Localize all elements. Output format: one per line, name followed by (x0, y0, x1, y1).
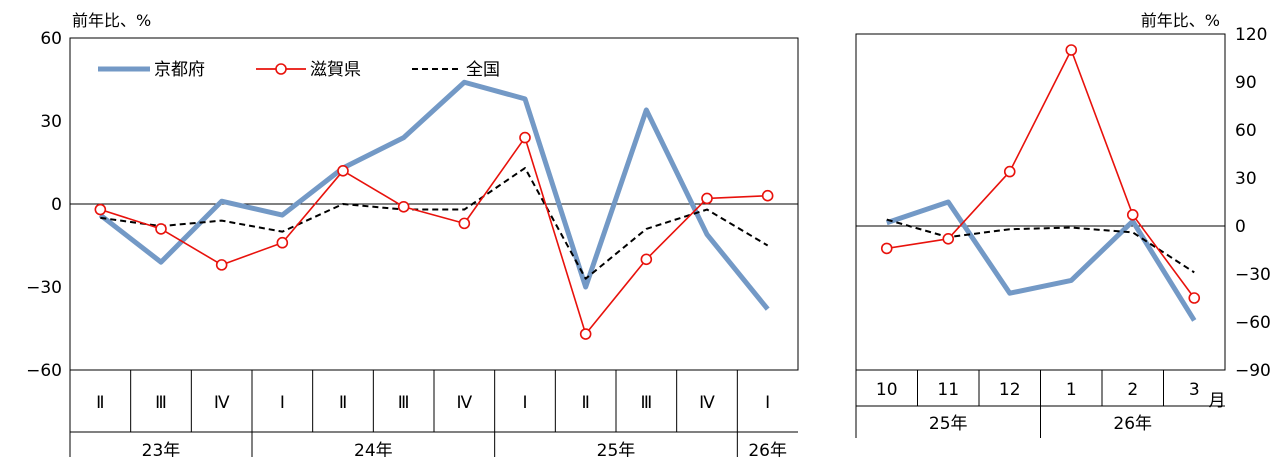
right-unit-label: 前年比、% (1141, 11, 1220, 30)
left-series-1-point (579, 328, 592, 340)
left-xtick-label: Ⅱ (339, 393, 347, 413)
right-xtick-label: 11 (937, 380, 959, 400)
left-series-1-point (519, 131, 531, 144)
legend: 京都府 滋賀県 全国 (98, 60, 500, 80)
right-ytick-label: 120 (1235, 25, 1267, 45)
right-year-label: 26年 (1113, 414, 1152, 434)
legend-label-kyoto: 京都府 (154, 60, 205, 80)
left-year-label: 25年 (597, 441, 636, 457)
left-xtick-label: Ⅳ (699, 393, 715, 413)
left-year-label: 23年 (142, 441, 181, 457)
right-ytick-label: −90 (1235, 361, 1271, 381)
left-xtick-label: Ⅰ (522, 393, 527, 413)
right-series-1-point (942, 233, 955, 245)
left-ytick-label: 0 (51, 195, 62, 215)
left-series-1-point (458, 217, 471, 230)
left-series-1-point (761, 189, 774, 202)
legend-label-zenkoku: 全国 (466, 60, 500, 80)
left-xtick-label: Ⅲ (640, 393, 652, 413)
left-xtick-label: Ⅱ (96, 393, 104, 413)
right-series-1-line (886, 49, 1195, 299)
right-ytick-label: −30 (1235, 265, 1271, 285)
left-series-1-point (94, 203, 107, 216)
right-xtick-label: 1 (1066, 380, 1077, 400)
left-ytick-label: 30 (40, 112, 62, 132)
left-ytick-label: 60 (40, 29, 62, 49)
left-xtick-label: Ⅰ (765, 393, 770, 413)
right-series-1-point (880, 242, 893, 255)
left-ytick-label: −30 (26, 278, 62, 298)
right-xtick-label: 3 (1189, 380, 1200, 400)
left-series-1-point (701, 192, 713, 205)
legend-label-shiga: 滋賀県 (310, 60, 361, 80)
left-series-1-point (276, 236, 289, 249)
left-xtick-label: Ⅰ (280, 393, 285, 413)
right-year-label: 25年 (929, 414, 968, 434)
left-xtick-label: Ⅲ (398, 393, 410, 413)
left-series-1-point (215, 259, 228, 271)
left-ytick-label: −60 (26, 361, 62, 381)
left-xtick-label: Ⅳ (456, 393, 472, 413)
left-xtick-label: Ⅳ (214, 393, 230, 413)
left-year-label: 24年 (354, 441, 393, 457)
right-series-1-point (1126, 209, 1139, 221)
left-xtick-label: Ⅱ (581, 393, 589, 413)
left-series-1-line (100, 136, 768, 335)
right-ytick-label: 0 (1235, 217, 1246, 237)
right-xtick-label: 10 (876, 380, 898, 400)
left-unit-label: 前年比、% (72, 11, 151, 30)
right-plot-frame (855, 33, 1226, 371)
left-series-2-line (100, 167, 769, 280)
left-xtick-label: Ⅲ (155, 393, 167, 413)
right-series-0-line (885, 199, 1197, 322)
right-month-suffix: 月 (1209, 391, 1226, 411)
right-series-1-point (1188, 292, 1201, 304)
quarterly-chart: 前年比、% 60 30 0 −30 −60 Ⅱ Ⅲ Ⅳ Ⅰ Ⅱ Ⅲ Ⅳ Ⅰ Ⅱ Ⅲ Ⅳ Ⅰ 23年 24年 25年 2… (26, 11, 799, 457)
right-series-2-line (886, 218, 1195, 274)
legend-marker-shiga (275, 63, 287, 75)
right-series-1-point (1065, 44, 1078, 56)
left-series-1-point (640, 253, 653, 266)
left-series-1-point (155, 223, 167, 235)
right-ytick-label: 90 (1235, 73, 1257, 93)
left-series-0-line (98, 79, 770, 311)
right-ytick-label: 30 (1235, 169, 1257, 189)
left-series-1-point (337, 165, 349, 177)
right-ytick-label: 60 (1235, 121, 1257, 141)
right-xtick-label: 12 (999, 380, 1021, 400)
right-series-1-point (1003, 165, 1016, 178)
right-ytick-label: −60 (1235, 313, 1271, 333)
right-xtick-label: 2 (1127, 380, 1138, 400)
left-series-1-point (397, 200, 410, 213)
left-year-label: 26年 (748, 441, 787, 457)
